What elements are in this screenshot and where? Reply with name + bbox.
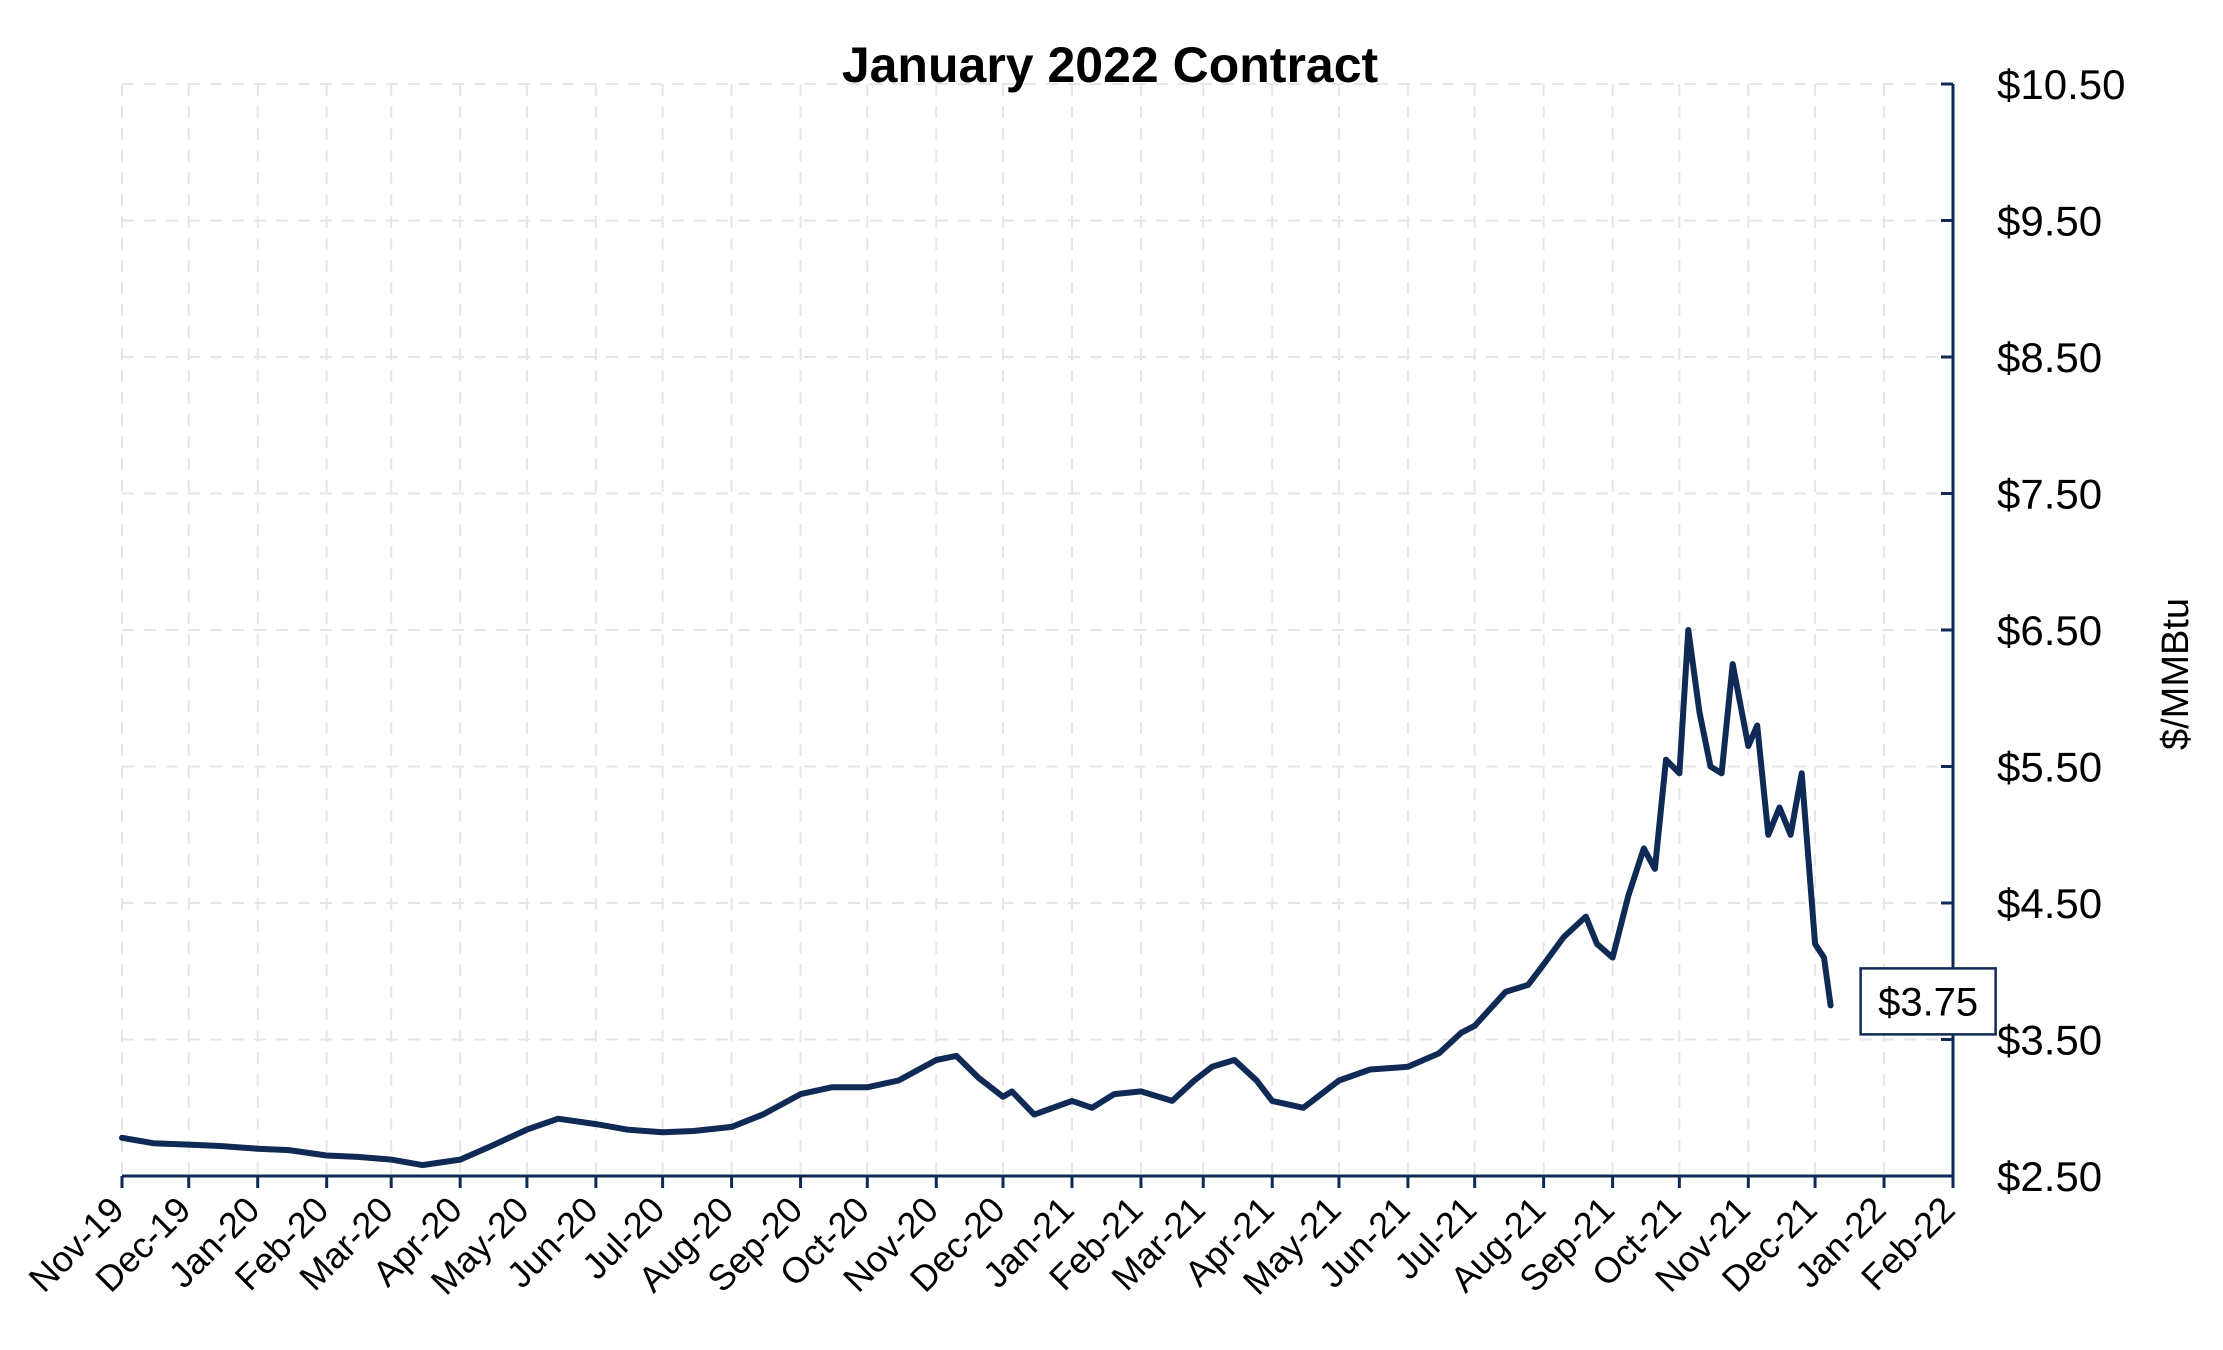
series-layer (119, 627, 1834, 1169)
y-tick-label: $5.50 (1997, 744, 2102, 791)
last-value-label: $3.75 (1878, 980, 1978, 1024)
y-tick-label: $2.50 (1997, 1153, 2102, 1200)
callout-layer: $3.75 (1859, 967, 1997, 1036)
y-tick-label: $4.50 (1997, 880, 2102, 927)
y-tick-label: $7.50 (1997, 471, 2102, 518)
axis-layer: Nov-19Dec-19Jan-20Feb-20Mar-20Apr-20May-… (21, 61, 2126, 1303)
y-tick-label: $10.50 (1997, 61, 2125, 108)
price-series-line (119, 627, 1834, 1169)
y-tick-label: $3.50 (1997, 1017, 2102, 1064)
y-axis-label: $/MMBtu (2155, 598, 2197, 750)
y-tick-label: $8.50 (1997, 334, 2102, 381)
y-tick-label: $6.50 (1997, 607, 2102, 654)
y-tick-label: $9.50 (1997, 198, 2102, 245)
grid-layer (121, 83, 1954, 1177)
last-value-callout-box (1859, 967, 1997, 1036)
